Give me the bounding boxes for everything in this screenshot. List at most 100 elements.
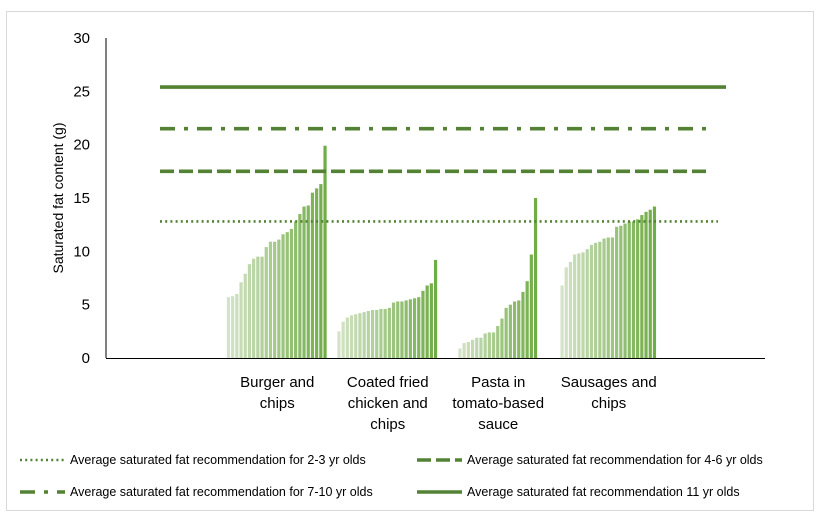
- bar-pasta-in-tomato-based-sauce-11: [500, 318, 504, 358]
- bar-pasta-in-tomato-based-sauce-12: [504, 307, 508, 358]
- bar-sausages-and-chips-6: [581, 252, 585, 358]
- bar-burger-and-chips-19: [302, 206, 306, 358]
- x-label-sausages-and-chips-line-2: chips: [591, 395, 626, 412]
- bar-groups: [226, 145, 657, 358]
- bar-sausages-and-chips-5: [577, 253, 581, 358]
- bar-coated-fried-chicken-and-chips-16: [400, 301, 404, 358]
- bar-coated-fried-chicken-and-chips-6: [358, 313, 362, 358]
- legend-item-dotted: Average saturated fat recommendation for…: [20, 453, 366, 467]
- bar-sausages-and-chips-21: [644, 211, 648, 358]
- bar-coated-fried-chicken-and-chips-8: [366, 311, 370, 358]
- bar-pasta-in-tomato-based-sauce-5: [475, 337, 479, 358]
- bar-pasta-in-tomato-based-sauce-10: [496, 326, 500, 358]
- legend-item-dash-dot: Average saturated fat recommendation for…: [20, 485, 373, 499]
- bar-sausages-and-chips-19: [636, 219, 640, 358]
- bar-sausages-and-chips-3: [568, 262, 573, 358]
- bar-coated-fried-chicken-and-chips-20: [417, 297, 421, 358]
- bar-burger-and-chips-3: [235, 294, 239, 358]
- bar-coated-fried-chicken-and-chips-12: [383, 308, 387, 358]
- legend-label-dash-dot: Average saturated fat recommendation for…: [70, 485, 373, 499]
- bar-burger-and-chips-20: [306, 205, 310, 358]
- y-tick-label-5: 5: [82, 297, 90, 314]
- bar-burger-and-chips-14: [281, 234, 285, 358]
- bar-coated-fried-chicken-and-chips-5: [354, 314, 358, 358]
- bar-sausages-and-chips-14: [615, 226, 619, 358]
- bar-coated-fried-chicken-and-chips-18: [408, 299, 412, 358]
- bar-sausages-and-chips-7: [585, 249, 589, 358]
- y-axis-tick-labels: 0 5 10 15 20 25 30: [73, 30, 90, 367]
- legend-item-solid: Average saturated fat recommendation 11 …: [417, 485, 740, 499]
- bar-pasta-in-tomato-based-sauce-9: [491, 332, 496, 358]
- bar-sausages-and-chips-23: [652, 206, 657, 358]
- bar-coated-fried-chicken-and-chips-17: [404, 300, 408, 358]
- y-tick-label-30: 30: [73, 30, 90, 47]
- bar-pasta-in-tomato-based-sauce-6: [479, 337, 483, 358]
- bar-burger-and-chips-4: [239, 282, 243, 358]
- bar-sausages-and-chips-9: [594, 242, 598, 358]
- chart-frame: [6, 11, 814, 511]
- x-label-sausages-and-chips-line-1: Sausages and: [561, 374, 657, 391]
- y-tick-label-0: 0: [82, 350, 90, 367]
- y-tick-label-15: 15: [73, 190, 90, 207]
- bar-coated-fried-chicken-and-chips-9: [370, 310, 375, 358]
- bar-burger-and-chips-23: [319, 184, 323, 358]
- bar-sausages-and-chips-13: [610, 237, 615, 358]
- legend-label-solid: Average saturated fat recommendation 11 …: [467, 485, 740, 499]
- bar-group-pasta-in-tomato-based-sauce: [458, 198, 538, 358]
- bar-coated-fried-chicken-and-chips-14: [391, 302, 396, 358]
- bar-burger-and-chips-21: [310, 192, 315, 358]
- x-label-pasta-in-tomato-based-sauce-line-1: Pasta in: [471, 374, 525, 391]
- bar-sausages-and-chips-15: [619, 225, 623, 358]
- bar-burger-and-chips-11: [268, 241, 273, 358]
- bar-coated-fried-chicken-and-chips-2: [341, 321, 345, 358]
- x-label-coated-fried-chicken-and-chips-line-2: chicken and: [348, 395, 428, 412]
- y-tick-label-20: 20: [73, 137, 90, 154]
- legend-label-dotted: Average saturated fat recommendation for…: [70, 453, 366, 467]
- bar-pasta-in-tomato-based-sauce-13: [508, 304, 512, 358]
- bar-sausages-and-chips-11: [602, 238, 606, 358]
- bar-burger-and-chips-8: [256, 256, 260, 358]
- bar-pasta-in-tomato-based-sauce-19: [533, 198, 538, 358]
- bar-burger-and-chips-18: [298, 214, 302, 358]
- x-label-pasta-in-tomato-based-sauce-line-3: sauce: [478, 416, 518, 433]
- bar-coated-fried-chicken-and-chips-19: [412, 298, 417, 358]
- bar-burger-and-chips-1: [226, 297, 231, 358]
- bar-pasta-in-tomato-based-sauce-7: [483, 333, 487, 358]
- bar-burger-and-chips-5: [243, 273, 247, 358]
- bar-sausages-and-chips-8: [589, 244, 594, 358]
- bar-pasta-in-tomato-based-sauce-17: [525, 281, 529, 358]
- bar-burger-and-chips-10: [264, 247, 268, 358]
- bar-group-coated-fried-chicken-and-chips: [337, 259, 438, 358]
- bar-burger-and-chips-2: [231, 296, 235, 358]
- bar-coated-fried-chicken-and-chips-22: [425, 285, 429, 358]
- y-tick-label-10: 10: [73, 243, 90, 260]
- legend-label-dashed: Average saturated fat recommendation for…: [467, 453, 763, 467]
- bar-coated-fried-chicken-and-chips-15: [396, 301, 400, 358]
- bar-pasta-in-tomato-based-sauce-1: [458, 348, 462, 358]
- x-label-coated-fried-chicken-and-chips-line-1: Coated fried: [347, 374, 429, 391]
- bar-sausages-and-chips-12: [606, 237, 610, 358]
- x-label-burger-and-chips-line-2: chips: [260, 395, 295, 412]
- bar-coated-fried-chicken-and-chips-4: [349, 315, 354, 358]
- bar-coated-fried-chicken-and-chips-13: [387, 307, 391, 358]
- legend-item-dashed: Average saturated fat recommendation for…: [417, 453, 763, 467]
- bar-sausages-and-chips-17: [627, 221, 631, 358]
- bar-coated-fried-chicken-and-chips-3: [345, 317, 349, 358]
- bar-sausages-and-chips-1: [560, 285, 564, 358]
- bar-coated-fried-chicken-and-chips-7: [362, 312, 366, 358]
- bar-pasta-in-tomato-based-sauce-8: [487, 332, 491, 358]
- bar-group-sausages-and-chips: [560, 206, 657, 358]
- x-axis-category-labels: Burger and chips Coated fried chicken and ch…: [240, 374, 657, 433]
- bar-pasta-in-tomato-based-sauce-15: [517, 300, 521, 358]
- bar-pasta-in-tomato-based-sauce-2: [462, 343, 466, 358]
- x-label-pasta-in-tomato-based-sauce-line-2: tomato-based: [452, 395, 544, 412]
- reference-lines: [160, 85, 726, 223]
- bar-sausages-and-chips-22: [648, 209, 652, 358]
- bar-burger-and-chips-13: [277, 239, 281, 358]
- bar-sausages-and-chips-18: [631, 221, 636, 358]
- bar-coated-fried-chicken-and-chips-23: [429, 283, 433, 358]
- bar-burger-and-chips-7: [252, 258, 256, 358]
- bar-sausages-and-chips-16: [623, 223, 627, 358]
- bar-burger-and-chips-16: [289, 228, 294, 358]
